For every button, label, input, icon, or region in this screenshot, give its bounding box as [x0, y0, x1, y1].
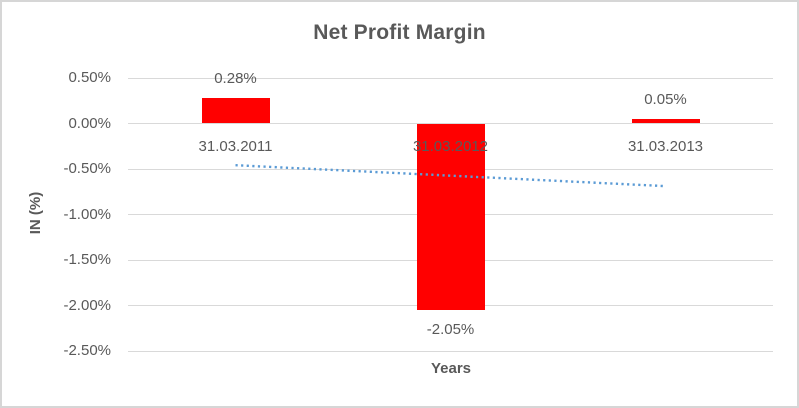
- bar-data-label: 0.05%: [644, 90, 687, 108]
- y-tick-label: -1.50%: [63, 251, 111, 268]
- y-tick-label: 0.50%: [68, 69, 111, 86]
- y-tick-label: -2.00%: [63, 296, 111, 314]
- gridline: [128, 350, 773, 352]
- category-label: 31.03.2011: [198, 138, 273, 155]
- y-tick-label: 0.00%: [68, 114, 111, 132]
- category-label: 31.03.2012: [412, 138, 489, 155]
- bar-data-label: -2.05%: [426, 321, 475, 339]
- bar: [416, 123, 485, 311]
- y-tick-label: -0.50%: [63, 160, 111, 177]
- bar: [631, 118, 700, 124]
- bar-data-label: 0.28%: [214, 70, 257, 88]
- x-axis-title: Years: [430, 360, 472, 377]
- chart-title: Net Profit Margin: [313, 21, 486, 44]
- category-label: 31.03.2013: [627, 138, 704, 155]
- y-tick-label: -2.50%: [63, 342, 111, 359]
- gridline: [128, 77, 773, 79]
- y-tick-label: -1.00%: [63, 205, 111, 223]
- bar: [201, 98, 270, 124]
